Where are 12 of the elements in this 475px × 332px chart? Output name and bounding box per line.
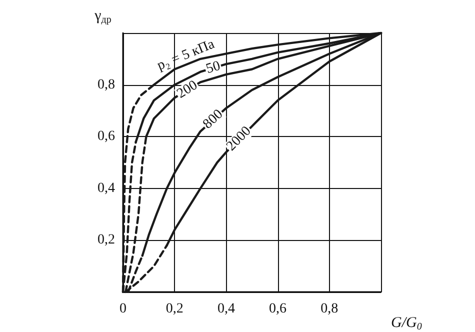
text: 800 — [200, 106, 226, 132]
x-tick-label: 0,2 — [166, 302, 184, 316]
x-tick-label: 0,6 — [269, 302, 287, 316]
x-tick-label: 0 — [120, 302, 126, 316]
y-tick-label: 0,6 — [98, 129, 115, 144]
x-tick-label: 0,4 — [217, 302, 235, 316]
y-tick-label: 0,4 — [98, 180, 115, 196]
text: 50 — [204, 58, 222, 78]
y-tick-label: 0,2 — [98, 232, 115, 248]
text: 200 — [174, 78, 200, 102]
x-tick-label: 0,8 — [320, 302, 338, 316]
y-tick-label: 0,8 — [98, 77, 115, 92]
